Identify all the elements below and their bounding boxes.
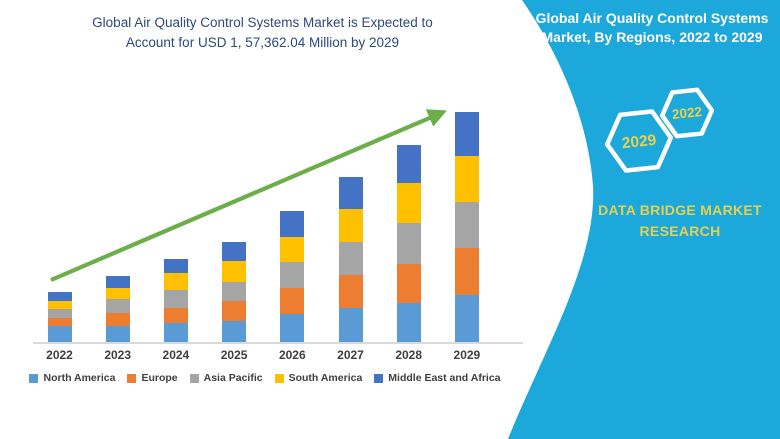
- segment-north-america-2025: [222, 321, 247, 342]
- segment-north-america-2027: [338, 308, 363, 342]
- legend-label: Asia Pacific: [203, 372, 263, 384]
- hexagon-outline-icon: [659, 87, 715, 139]
- brand-name: DATA BRIDGE MARKET RESEARCH: [560, 200, 780, 242]
- segment-south-america-2023: [105, 288, 130, 300]
- legend-item-asia-pacific: Asia Pacific: [189, 372, 263, 384]
- segment-south-america-2027: [338, 209, 363, 243]
- chart-legend: North America Europe Asia Pacific South Ame…: [5, 372, 525, 384]
- segment-europe-2024: [163, 308, 188, 323]
- bar-2028: [396, 145, 421, 342]
- segment-middle-east-and-africa-2026: [280, 211, 305, 238]
- segment-middle-east-and-africa-2023: [105, 276, 130, 289]
- segment-middle-east-and-africa-2022: [47, 292, 72, 302]
- hexagon-year-label: 2029: [621, 132, 657, 153]
- legend-swatch-icon: [274, 373, 284, 383]
- bar-2024: [163, 259, 188, 342]
- hexagon-outline-icon: [604, 109, 674, 173]
- segment-south-america-2028: [396, 183, 421, 224]
- legend-label: North America: [43, 372, 116, 384]
- segment-europe-2025: [222, 301, 247, 322]
- bar-2026: [280, 211, 305, 342]
- legend-swatch-icon: [374, 373, 384, 383]
- segment-north-america-2029: [454, 295, 479, 342]
- x-axis-label-2029: 2029: [453, 348, 481, 362]
- bar-2029: [454, 112, 479, 342]
- side-panel-title-line1: Global Air Quality Control Systems: [535, 10, 769, 26]
- chart-title-line1: Global Air Quality Control Systems Marke…: [92, 15, 433, 30]
- segment-north-america-2026: [280, 314, 305, 342]
- hexagon-badge-2022: 2022: [659, 87, 715, 139]
- legend-item-north-america: North America: [29, 372, 115, 384]
- legend-swatch-icon: [29, 373, 39, 383]
- segment-europe-2027: [338, 275, 363, 309]
- x-axis-label-2022: 2022: [46, 348, 73, 362]
- segment-north-america-2028: [396, 303, 421, 342]
- segment-europe-2022: [47, 318, 72, 327]
- x-axis-label-2027: 2027: [337, 348, 364, 362]
- segment-asia-pacific-2022: [47, 309, 72, 318]
- segment-europe-2026: [280, 288, 305, 315]
- segment-south-america-2024: [163, 273, 188, 291]
- hexagon-badge-2029: 2029: [604, 109, 674, 173]
- segment-europe-2029: [454, 248, 479, 296]
- x-axis-label-2024: 2024: [162, 348, 190, 362]
- bar-2025: [222, 242, 247, 342]
- x-axis-label-2025: 2025: [220, 348, 248, 362]
- x-axis-label-2026: 2026: [278, 348, 306, 362]
- brand-name-line2: RESEARCH: [639, 223, 721, 239]
- segment-north-america-2024: [163, 322, 188, 342]
- segment-south-america-2026: [280, 237, 305, 263]
- segment-south-america-2022: [47, 301, 72, 310]
- legend-swatch-icon: [127, 373, 137, 383]
- growth-trend-arrow: [50, 109, 447, 282]
- legend-item-middle-east-and-africa: Middle East and Africa: [374, 372, 501, 384]
- stacked-bar-chart: 2022 2023 2024 2025 2026 2027 2028 2029: [33, 112, 523, 362]
- legend-item-europe: Europe: [127, 372, 178, 384]
- x-axis-label-2023: 2023: [104, 348, 132, 362]
- segment-asia-pacific-2023: [105, 299, 130, 313]
- segment-middle-east-and-africa-2025: [222, 242, 247, 262]
- segment-asia-pacific-2028: [396, 223, 421, 265]
- legend-label: Middle East and Africa: [388, 372, 501, 384]
- segment-asia-pacific-2026: [280, 262, 305, 289]
- x-axis-line: [33, 342, 523, 344]
- side-panel-title: Global Air Quality Control Systems Marke…: [528, 9, 776, 47]
- hexagon-year-label: 2022: [671, 104, 702, 122]
- chart-title-line2: Account for USD 1, 57,362.04 Million by …: [125, 35, 400, 50]
- legend-label: Europe: [141, 372, 178, 384]
- segment-middle-east-and-africa-2028: [396, 145, 421, 184]
- segment-south-america-2029: [454, 156, 479, 203]
- x-axis-label-2028: 2028: [395, 348, 423, 362]
- segment-asia-pacific-2027: [338, 242, 363, 276]
- segment-asia-pacific-2029: [454, 202, 479, 249]
- segment-europe-2023: [105, 312, 130, 326]
- bar-2022: [47, 292, 72, 342]
- segment-north-america-2022: [47, 326, 72, 342]
- bar-2027: [338, 177, 363, 342]
- segment-south-america-2025: [222, 261, 247, 283]
- bar-2023: [105, 276, 130, 342]
- segment-middle-east-and-africa-2024: [163, 259, 188, 274]
- segment-north-america-2023: [105, 325, 130, 342]
- side-panel-title-line2: Market, By Regions, 2022 to 2029: [541, 29, 763, 45]
- chart-title: Global Air Quality Control Systems Marke…: [30, 13, 495, 53]
- segment-middle-east-and-africa-2029: [454, 112, 479, 157]
- segment-middle-east-and-africa-2027: [338, 177, 363, 210]
- segment-asia-pacific-2024: [163, 290, 188, 309]
- segment-europe-2028: [396, 264, 421, 304]
- legend-item-south-america: South America: [274, 372, 363, 384]
- brand-name-line1: DATA BRIDGE MARKET: [598, 202, 762, 218]
- legend-label: South America: [288, 372, 363, 384]
- legend-swatch-icon: [189, 373, 199, 383]
- segment-asia-pacific-2025: [222, 282, 247, 302]
